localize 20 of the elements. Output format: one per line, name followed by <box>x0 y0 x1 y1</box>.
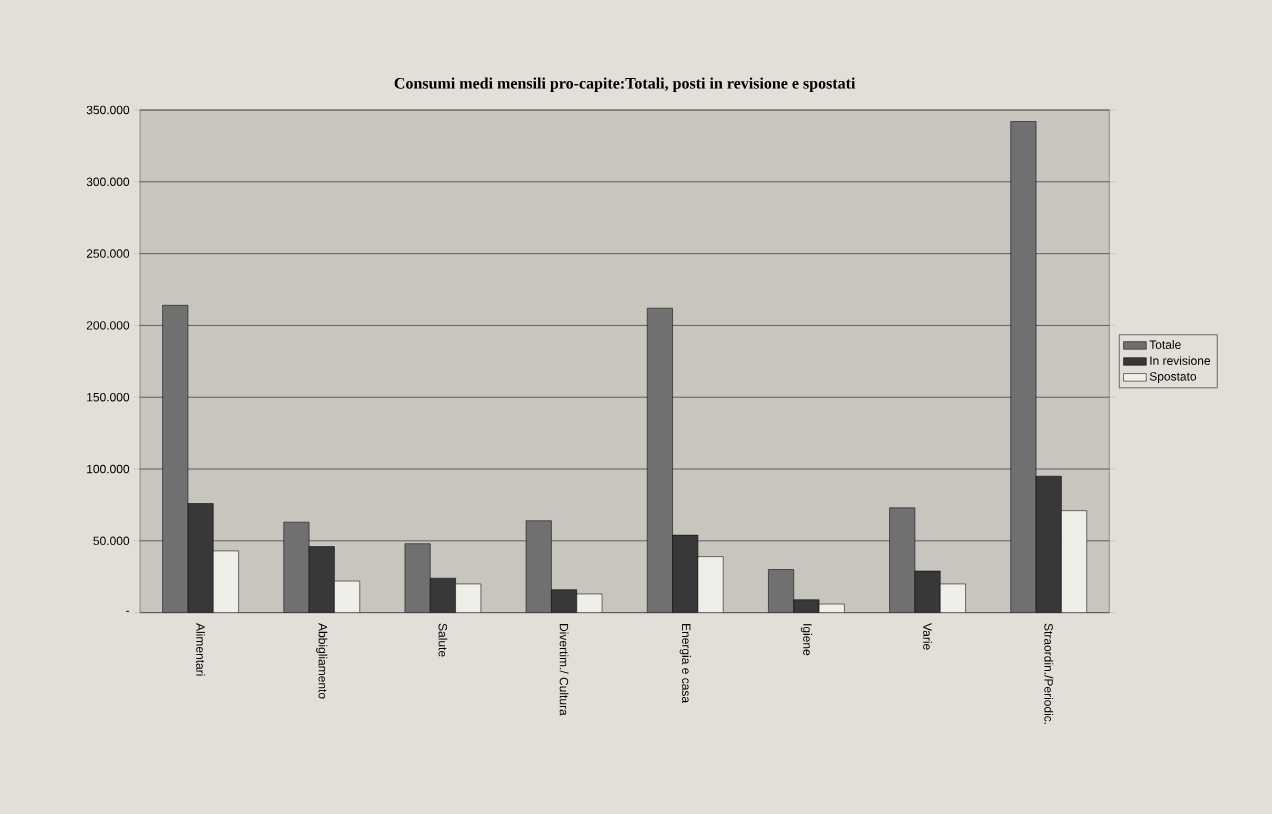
x-tick-label: Varie <box>923 623 932 650</box>
y-tick-label: 150.000 <box>87 392 130 402</box>
y-tick-label: 350.000 <box>86 105 130 115</box>
legend-label: Spostato <box>1149 372 1197 384</box>
y-tick-label: 200.000 <box>86 321 130 330</box>
y-tick-label: 100.000 <box>87 464 130 474</box>
x-tick-label: Abbigliamento <box>316 623 328 699</box>
x-tick-label: Energia e casa <box>679 624 691 704</box>
legend-label: Totale <box>1149 340 1181 349</box>
y-tick-label: 300.000 <box>86 177 130 187</box>
y-tick-label: 50.000 <box>93 536 130 546</box>
x-tick-label: Igiene <box>800 624 813 656</box>
chart-title: Consumi medi mensili pro-capite:Totali, posti in revisione e spostati <box>394 77 856 92</box>
legend-label: In revisione <box>1150 356 1211 365</box>
y-tick-label: 250.000 <box>86 249 130 258</box>
x-tick-label: Alimentari <box>196 623 205 676</box>
y-tick-label: - <box>126 610 130 612</box>
x-tick-label: Salute <box>438 623 448 657</box>
x-tick-label: Straordin./Periodic. <box>1044 623 1054 724</box>
x-tick-label: Divertim./ Cultura <box>559 624 569 716</box>
